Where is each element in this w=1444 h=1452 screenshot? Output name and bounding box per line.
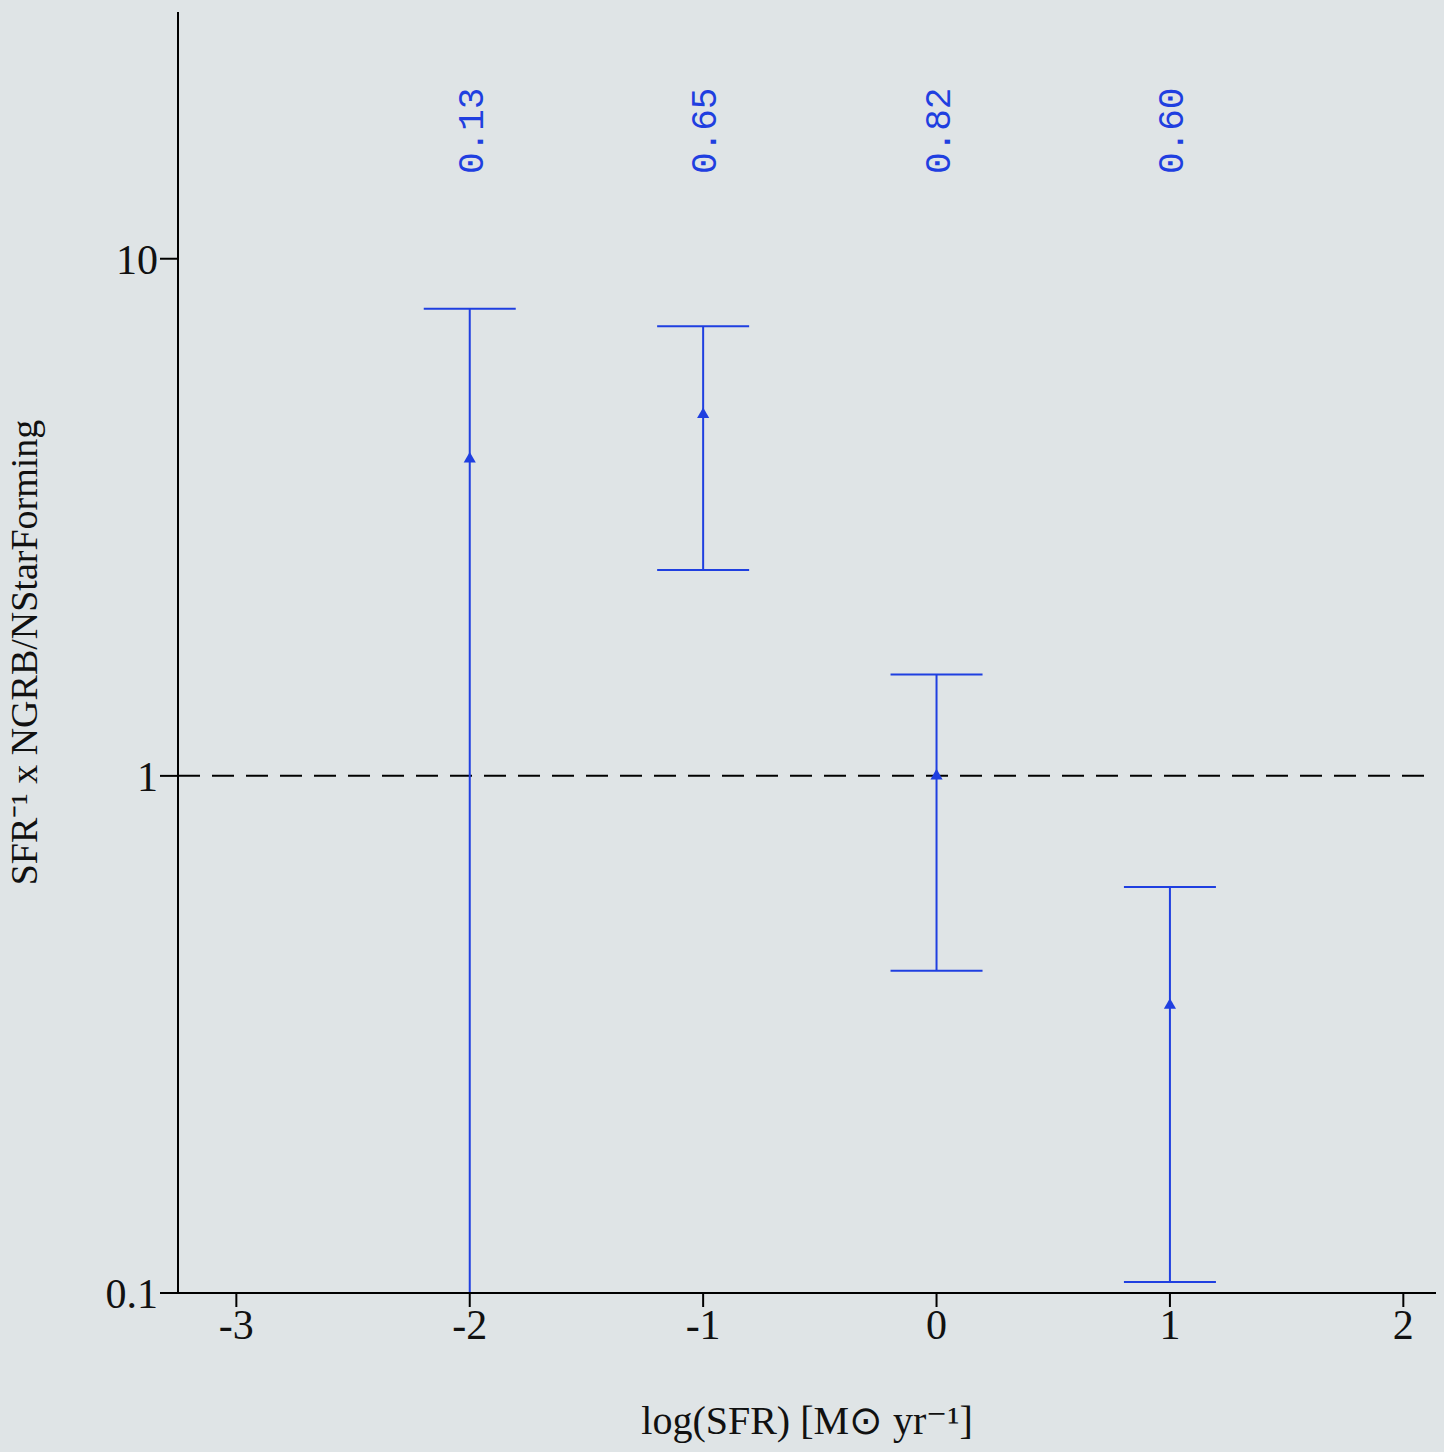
svg-text:1: 1 <box>1159 1302 1180 1348</box>
svg-text:-1: -1 <box>686 1302 721 1348</box>
svg-text:log(SFR) [M⊙ yr⁻¹]: log(SFR) [M⊙ yr⁻¹] <box>641 1398 972 1443</box>
svg-text:10: 10 <box>116 237 158 283</box>
svg-text:0: 0 <box>926 1302 947 1348</box>
svg-text:-3: -3 <box>219 1302 254 1348</box>
svg-text:2: 2 <box>1393 1302 1414 1348</box>
svg-text:0.82: 0.82 <box>920 88 961 174</box>
svg-text:1: 1 <box>137 754 158 800</box>
svg-text:0.65: 0.65 <box>686 88 727 174</box>
svg-text:0.60: 0.60 <box>1153 88 1194 174</box>
svg-text:SFR⁻¹ x NGRB/NStarForming: SFR⁻¹ x NGRB/NStarForming <box>3 420 45 886</box>
svg-text:0.1: 0.1 <box>106 1271 159 1317</box>
svg-text:0.13: 0.13 <box>453 88 494 174</box>
svg-text:-2: -2 <box>452 1302 487 1348</box>
